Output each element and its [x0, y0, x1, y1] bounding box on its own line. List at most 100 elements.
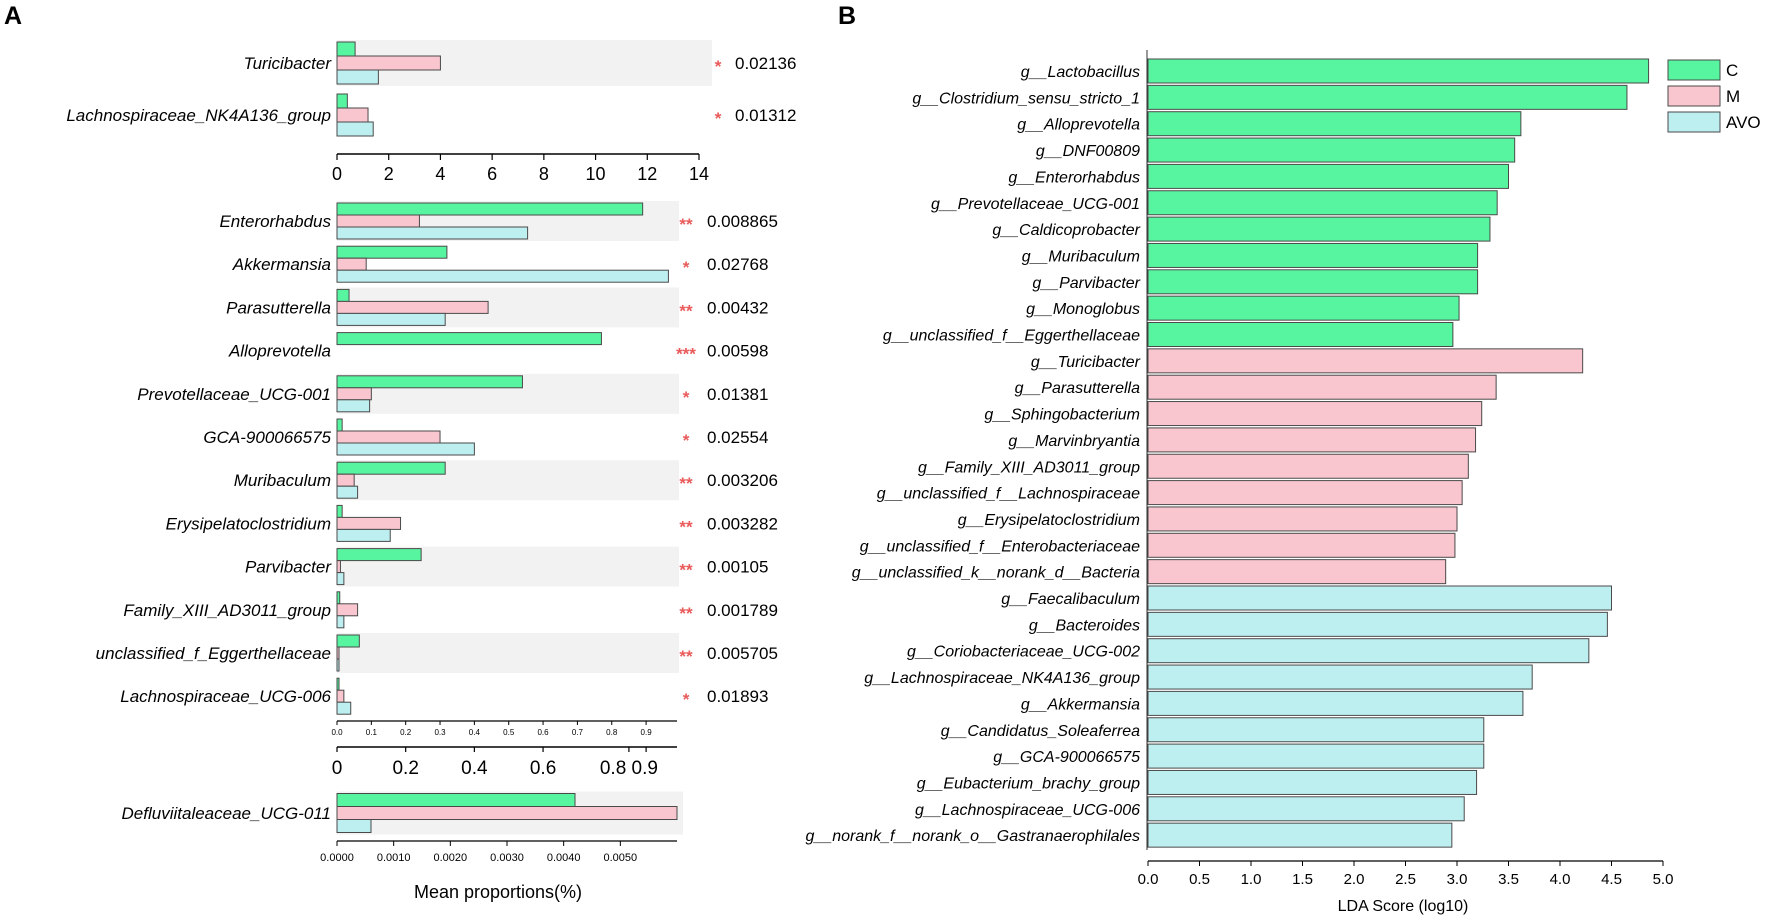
bar-c-lachnospiraceae-nk4a136-group: [336, 93, 348, 109]
lda-bar-g-coriobacteriaceae-ucg-002: [1147, 638, 1590, 664]
lda-bar-g-akkermansia: [1147, 690, 1524, 716]
category-label: Enterorhabdus: [219, 212, 331, 231]
x-tick-label: 10: [586, 164, 606, 184]
lda-bar-g-alloprevotella: [1147, 111, 1522, 137]
x-tick-label: 0.0030: [490, 852, 524, 864]
x-tick-label: 14: [689, 164, 709, 184]
lda-category-label: g__Parvibacter: [1032, 275, 1140, 292]
bar-c-family-xiii-ad3011-group: [336, 591, 341, 605]
bar-c-parasutterella: [336, 288, 350, 302]
category-label: GCA-900066575: [203, 428, 331, 447]
bar-c-gca-900066575: [336, 418, 343, 432]
lda-bar-g-eubacterium-brachy-group: [1147, 769, 1478, 795]
lda-category-label: g__Candidatus_Soleaferrea: [941, 723, 1140, 740]
significance-mark: **: [679, 215, 693, 234]
lda-category-label: g__DNF00809: [1036, 143, 1140, 160]
significance-mark: *: [683, 690, 690, 709]
x-axis-title: Mean proportions(%): [414, 882, 582, 902]
lda-bar-g-bacteroides: [1147, 611, 1608, 637]
x-minor-tick-label: 0.2: [400, 728, 412, 737]
lda-bar-g-sphingobacterium: [1147, 401, 1483, 427]
lda-bar-g-prevotellaceae-ucg-001: [1147, 190, 1498, 216]
x-minor-tick-label: 0.7: [572, 728, 584, 737]
lda-bar-g-unclassified-f-eggerthellaceae: [1147, 322, 1454, 347]
lda-bar-g-parasutterella: [1147, 374, 1497, 400]
lda-category-label: g__Eubacterium_brachy_group: [917, 775, 1140, 792]
lda-category-label: g__Lachnospiraceae_NK4A136_group: [864, 670, 1140, 687]
bar-c-prevotellaceae-ucg-001: [336, 375, 523, 389]
lda-bar-g-enterorhabdus: [1147, 163, 1509, 189]
lda-category-label: g__norank_f__norank_o__Gastranaerophilal…: [806, 828, 1140, 845]
category-label: Muribaculum: [234, 471, 331, 490]
category-label: unclassified_f_Eggerthellaceae: [96, 644, 331, 663]
lda-category-label: g__Monoglobus: [1026, 301, 1140, 318]
p-value: 0.001789: [707, 601, 778, 620]
x-tick-label: 0.0: [1138, 871, 1159, 888]
significance-mark: **: [679, 604, 693, 623]
x-tick-label: 5.0: [1653, 871, 1674, 888]
x-tick-label: 4: [435, 164, 445, 184]
x-tick-label: 0.0010: [377, 852, 411, 864]
legend-swatch-avo: [1667, 111, 1721, 133]
bar-c-turicibacter: [336, 41, 356, 57]
x-tick-label: 2: [384, 164, 394, 184]
category-label: Lachnospiraceae_UCG-006: [120, 687, 331, 706]
significance-mark: *: [715, 109, 722, 128]
panel-label-b: B: [838, 2, 856, 30]
lda-bar-g-faecalibaculum: [1147, 585, 1612, 611]
p-value: 0.005705: [707, 644, 778, 663]
lda-bar-g-unclassified-f-enterobacteriaceae: [1147, 532, 1456, 558]
lda-bar-g-turicibacter: [1147, 348, 1584, 374]
lda-category-label: g__Caldicoprobacter: [992, 222, 1140, 239]
significance-mark: *: [683, 258, 690, 277]
lda-bar-g-caldicoprobacter: [1147, 216, 1491, 242]
lda-bar-g-erysipelatoclostridium: [1147, 506, 1458, 532]
bar-m-muribaculum: [336, 473, 355, 487]
significance-mark: ***: [676, 345, 696, 364]
significance-mark: *: [715, 57, 722, 76]
bar-m-enterorhabdus: [336, 214, 420, 228]
lda-bar-g-lachnospiraceae-ucg-006: [1147, 796, 1465, 822]
lda-bar-g-unclassified-k-norank-d-bacteria: [1147, 559, 1447, 585]
lda-category-label: g__Marvinbryantia: [1008, 433, 1140, 450]
x-minor-tick-label: 0.8: [606, 728, 618, 737]
bar-avo-lachnospiraceae-ucg-006: [336, 701, 352, 715]
p-value: 0.00598: [707, 342, 768, 361]
lda-bar-g-muribaculum: [1147, 242, 1479, 268]
category-label: Defluviitaleaceae_UCG-011: [122, 804, 331, 823]
significance-mark: **: [679, 561, 693, 580]
x-tick-label: 0.5: [1189, 871, 1210, 888]
panel-label-a: A: [4, 2, 22, 30]
lda-category-label: g__Lachnospiraceae_UCG-006: [915, 802, 1140, 819]
x-tick-label: 1.5: [1292, 871, 1313, 888]
p-value: 0.02136: [735, 54, 796, 73]
bar-avo-muribaculum: [336, 485, 359, 499]
significance-mark: *: [683, 431, 690, 450]
x-tick-label: 0.0020: [434, 852, 468, 864]
p-value: 0.01381: [707, 385, 768, 404]
legend-label-avo: AVO: [1726, 113, 1761, 132]
lda-category-label: g__GCA-900066575: [993, 749, 1140, 766]
p-value: 0.008865: [707, 212, 778, 231]
bar-avo-turicibacter: [336, 69, 379, 85]
p-value: 0.01312: [735, 106, 796, 125]
p-value: 0.00105: [707, 558, 768, 577]
x-major-tick-label: 0: [332, 758, 343, 779]
bar-m-lachnospiraceae-nk4a136-group: [336, 107, 369, 123]
lda-bar-g-family-xiii-ad3011-group: [1147, 453, 1469, 479]
bar-c-defluviitaleaceae-ucg-011: [336, 793, 576, 807]
lda-bar-g-gca-900066575: [1147, 743, 1485, 769]
lda-category-label: g__Alloprevotella: [1017, 117, 1140, 134]
lda-category-label: g__Erysipelatoclostridium: [958, 512, 1140, 529]
lda-bar-g-candidatus-soleaferrea: [1147, 717, 1485, 743]
bar-avo-defluviitaleaceae-ucg-011: [336, 819, 372, 833]
lda-category-label: g__Faecalibaculum: [1001, 591, 1140, 608]
p-value: 0.003206: [707, 471, 778, 490]
bar-c-lachnospiraceae-ucg-006: [336, 677, 340, 691]
p-value: 0.01893: [707, 687, 768, 706]
x-tick-label: 8: [539, 164, 549, 184]
panel-a-chart: Turicibacter * 0.02136 Lachnospiraceae_NK4A…: [66, 40, 796, 902]
p-value: 0.00432: [707, 298, 768, 317]
bar-avo-erysipelatoclostridium: [336, 528, 391, 542]
category-label: Parasutterella: [226, 298, 331, 317]
